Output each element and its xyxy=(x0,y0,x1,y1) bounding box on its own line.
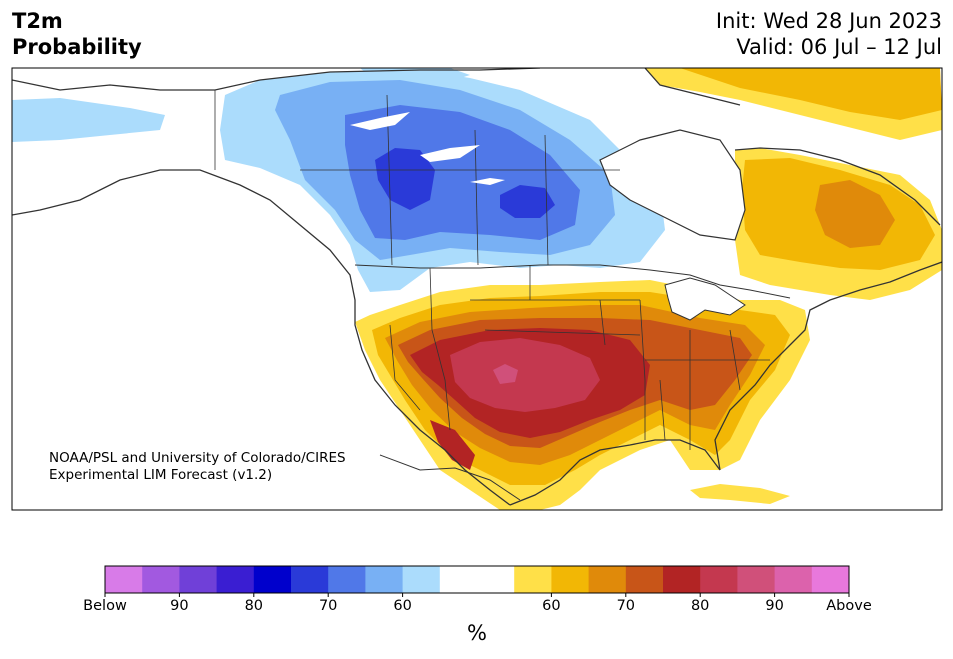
colorbar xyxy=(104,565,850,597)
colorbar-swatch xyxy=(328,566,366,593)
colorbar-swatch xyxy=(700,566,738,593)
lake-ice-3 xyxy=(470,178,505,185)
title-block: T2m Probability xyxy=(12,8,142,60)
colorbar-swatch xyxy=(291,566,329,593)
colorbar-swatch xyxy=(663,566,701,593)
colorbar-swatch xyxy=(811,566,850,593)
credit-line1: NOAA/PSL and University of Colorado/CIRE… xyxy=(49,450,346,466)
credit-line2: Experimental LIM Forecast (v1.2) xyxy=(49,467,273,483)
colorbar-swatch xyxy=(774,566,813,593)
title-line2: Probability xyxy=(12,35,142,59)
coastlines xyxy=(12,68,942,506)
colorbar-swatch xyxy=(365,566,404,593)
colorbar-swatch xyxy=(551,566,590,593)
colorbar-tick-label: 60 xyxy=(542,598,561,614)
colorbar-tick-label: 60 xyxy=(393,598,412,614)
colorbar-tick-label: Below xyxy=(83,598,127,614)
colorbar-swatch xyxy=(142,566,180,593)
warm-peak-region xyxy=(493,364,518,384)
colorbar-tick-label: 70 xyxy=(616,598,636,614)
colorbar-swatch xyxy=(514,566,552,593)
colorbar-tick-label: 90 xyxy=(765,598,784,614)
colorbar-tick-label: 80 xyxy=(244,598,264,614)
lake-ice-1 xyxy=(350,112,410,130)
colorbar-swatch xyxy=(179,566,218,593)
colorbar-swatch xyxy=(402,566,441,593)
warm-core-region xyxy=(450,338,600,412)
warm-80-labrador xyxy=(815,180,895,248)
hudson-bay xyxy=(599,129,746,241)
colorbar-tick-label: Above xyxy=(826,598,872,614)
colorbar-tick-label: 90 xyxy=(170,598,189,614)
map-frame xyxy=(11,67,943,511)
colorbar-tick-label: 70 xyxy=(318,598,338,614)
colorbar-frame xyxy=(104,565,850,594)
colorbar-swatch xyxy=(588,566,627,593)
colorbar-swatch xyxy=(625,566,664,593)
lake-ice-2 xyxy=(420,145,480,162)
colorbar-swatch xyxy=(105,566,143,593)
warm-70-arctic xyxy=(680,68,942,120)
great-lakes xyxy=(664,277,746,321)
cold-60-alaska xyxy=(12,98,165,142)
colorbar-unit: % xyxy=(467,621,487,645)
cuba-warm xyxy=(690,484,790,504)
colorbar-tick-label: 80 xyxy=(690,598,710,614)
country-borders xyxy=(354,264,791,501)
colorbar-swatch xyxy=(439,566,478,593)
init-date: Init: Wed 28 Jun 2023 xyxy=(715,9,942,33)
warm-baja xyxy=(430,420,475,470)
colorbar-swatch xyxy=(737,566,776,593)
valid-range: Valid: 06 Jul – 12 Jul xyxy=(736,35,942,59)
date-block: Init: Wed 28 Jun 2023 Valid: 06 Jul – 12… xyxy=(716,8,942,60)
title-line1: T2m xyxy=(12,9,63,33)
colorbar-swatch xyxy=(477,566,515,593)
colorbar-swatch xyxy=(253,566,292,593)
cold-90-core-east xyxy=(500,185,555,218)
credit-block: NOAA/PSL and University of Colorado/CIRE… xyxy=(49,450,346,484)
state-province-borders xyxy=(214,90,770,450)
colorbar-swatch xyxy=(216,566,255,593)
